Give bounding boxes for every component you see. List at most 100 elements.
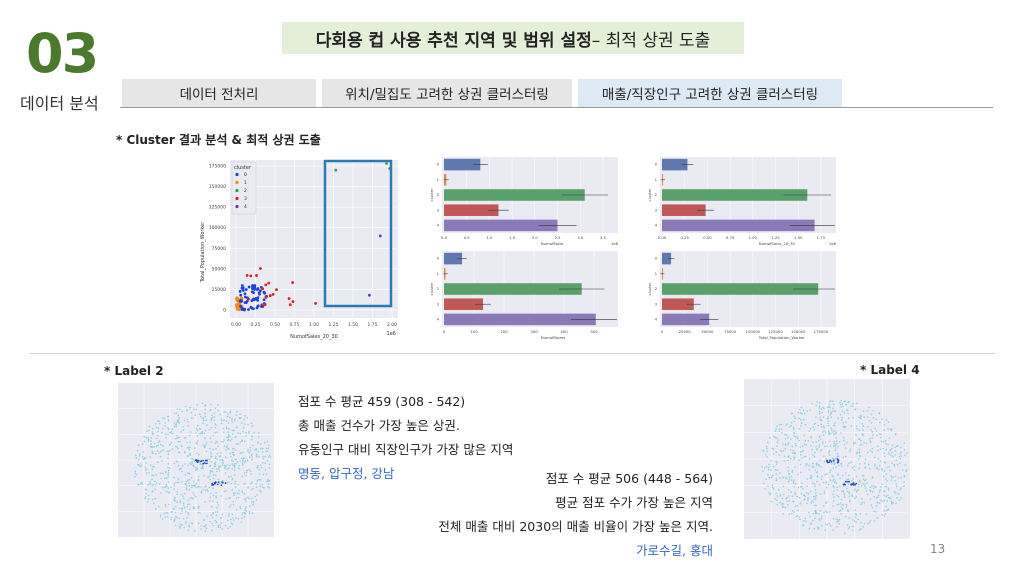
map-point — [259, 489, 261, 492]
map-point — [264, 441, 266, 444]
map-point — [240, 521, 243, 523]
map-point — [221, 464, 224, 466]
map-point — [816, 448, 818, 450]
map-point — [849, 450, 851, 453]
map-point — [836, 494, 838, 497]
map-point — [845, 403, 847, 406]
map-point — [886, 480, 888, 482]
map-point — [230, 522, 233, 524]
map-highlight-point — [214, 482, 216, 485]
map-point — [164, 486, 167, 488]
map-point — [767, 441, 769, 444]
map-point — [144, 488, 147, 491]
map-point — [229, 439, 232, 442]
map-point — [834, 410, 837, 412]
map-point — [205, 450, 208, 453]
tab-sales-worker-clustering[interactable]: 매출/직장인구 고려한 상권 클러스터링 — [578, 79, 842, 107]
slide-title: 다회용 컵 사용 추천 지역 및 범위 설정 – 최적 상권 도출 — [282, 22, 744, 54]
scatter-point — [249, 274, 253, 278]
bar — [444, 158, 481, 171]
map-point — [823, 511, 825, 514]
map-point — [822, 481, 825, 484]
map-point — [864, 458, 867, 461]
map-point — [169, 449, 171, 452]
scatter-point — [240, 284, 244, 287]
tab-location-clustering[interactable]: 위치/밀집도 고려한 상권 클러스터링 — [322, 79, 572, 107]
map-point — [794, 435, 797, 438]
map-point — [193, 493, 196, 496]
map-point — [197, 507, 199, 510]
map-highlight-point — [836, 458, 839, 460]
map-point — [256, 494, 258, 496]
map-point — [765, 445, 768, 448]
bar — [662, 219, 815, 232]
map-highlight-point — [837, 460, 840, 463]
map-point — [829, 432, 831, 435]
map-point — [842, 490, 845, 492]
map-point — [233, 469, 236, 471]
tab-preprocessing[interactable]: 데이터 전처리 — [122, 79, 316, 107]
map-point — [193, 507, 196, 509]
map-point — [827, 420, 829, 422]
map-point — [794, 505, 797, 508]
map-point — [167, 481, 170, 483]
map-point — [223, 431, 225, 434]
map-point — [791, 469, 794, 472]
map-point — [818, 465, 820, 467]
map-point — [885, 478, 887, 480]
map-point — [191, 461, 193, 463]
map-point — [887, 421, 890, 424]
map-point — [266, 440, 269, 443]
map-point — [147, 440, 150, 442]
map-point — [152, 427, 154, 430]
map-point — [137, 458, 140, 461]
map-point — [778, 428, 781, 430]
map-point — [855, 496, 857, 498]
map-point — [182, 464, 184, 467]
map-point — [154, 453, 157, 455]
map-point — [833, 445, 835, 447]
map-point — [243, 461, 246, 464]
map-point — [170, 518, 172, 521]
map-point — [800, 406, 803, 409]
map-point — [798, 459, 801, 461]
map-point — [212, 467, 214, 470]
map-point — [208, 486, 210, 489]
map-point — [834, 449, 837, 451]
map-point — [235, 509, 238, 511]
map-point — [829, 406, 831, 409]
map-point — [836, 519, 839, 521]
scatter-point — [267, 281, 271, 285]
map-point — [769, 437, 771, 439]
map-point — [863, 522, 866, 525]
map-point — [187, 499, 189, 502]
map-point — [787, 443, 789, 446]
map-point — [820, 465, 822, 468]
map-point — [152, 474, 155, 477]
map-point — [856, 451, 858, 454]
map-point — [851, 466, 854, 469]
map-point — [772, 487, 775, 490]
map-point — [211, 505, 213, 508]
map-point — [781, 504, 783, 506]
map-point — [180, 493, 182, 496]
map-point — [215, 470, 218, 473]
map-point — [222, 479, 224, 482]
map-point — [231, 451, 234, 454]
map-point — [785, 424, 787, 426]
map-point — [194, 485, 197, 488]
map-point — [762, 470, 764, 472]
map-point — [788, 479, 791, 481]
map-point — [893, 465, 896, 467]
map-point — [247, 448, 249, 451]
map-point — [189, 454, 192, 456]
map-point — [808, 430, 811, 432]
map-point — [167, 473, 170, 476]
map-point — [241, 475, 243, 478]
map-point — [815, 441, 818, 443]
map-point — [155, 482, 158, 484]
legend-label: 4 — [244, 204, 247, 210]
map-point — [890, 479, 892, 481]
map-point — [826, 523, 829, 526]
map-point — [798, 516, 801, 518]
